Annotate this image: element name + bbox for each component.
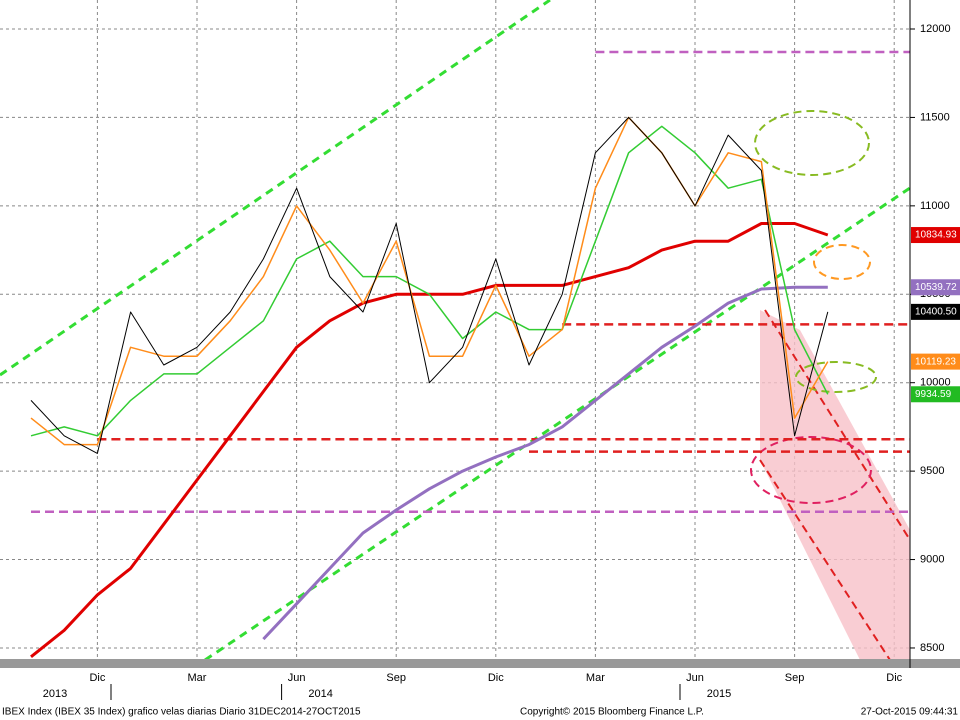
x-tick-label: Dic [488, 672, 504, 684]
price-tag-label: 9934.59 [915, 389, 952, 400]
series-line [30, 125, 829, 437]
y-tick-label: 9000 [920, 553, 944, 565]
y-tick-label: 8500 [920, 642, 944, 654]
y-tick-label: 11500 [920, 111, 950, 123]
price-tag [911, 386, 960, 403]
trend-lower [204, 186, 911, 662]
ellipse [750, 436, 872, 504]
price-tag [911, 303, 960, 320]
x-tick-label: Mar [188, 672, 207, 684]
x-tick-label: Dic [886, 672, 902, 684]
price-tag-label: 10119.23 [915, 356, 956, 367]
year-label: 2014 [308, 688, 332, 700]
price-tag [911, 227, 960, 244]
channel-bottom [759, 459, 891, 661]
x-tick-label: Mar [586, 672, 605, 684]
ellipse [754, 110, 870, 176]
price-tag [911, 279, 960, 296]
x-tick-label: Jun [288, 672, 306, 684]
series-line [262, 285, 828, 641]
channel-top [764, 309, 911, 541]
series-line [30, 116, 829, 454]
footer-left: IBEX Index (IBEX 35 Index) grafico velas… [2, 707, 361, 718]
marks [30, 50, 910, 658]
x-tick-label: Jun [686, 672, 704, 684]
y-tick-label: 11000 [920, 200, 950, 212]
y-tick-label: 9500 [920, 465, 944, 477]
year-label: 2013 [43, 688, 67, 700]
price-tag-label: 10539.72 [915, 282, 957, 293]
separator [0, 659, 960, 668]
price-tag-label: 10400.50 [915, 307, 957, 318]
year-label: 2015 [707, 688, 731, 700]
pink-zone [760, 310, 910, 660]
x-tick-label: Sep [386, 672, 406, 684]
x-tick-label: Sep [785, 672, 805, 684]
footer-right: 27-Oct-2015 09:44:31 [861, 707, 959, 718]
ellipse [795, 361, 877, 393]
price-tag-label: 10834.93 [915, 230, 957, 241]
y-tick-label: 12000 [920, 23, 951, 35]
footer-center: Copyright© 2015 Bloomberg Finance L.P. [520, 707, 704, 718]
y-tick-label: 10000 [920, 377, 951, 389]
x-tick-label: Dic [89, 672, 105, 684]
ellipse [813, 244, 871, 280]
price-tag [911, 353, 960, 370]
